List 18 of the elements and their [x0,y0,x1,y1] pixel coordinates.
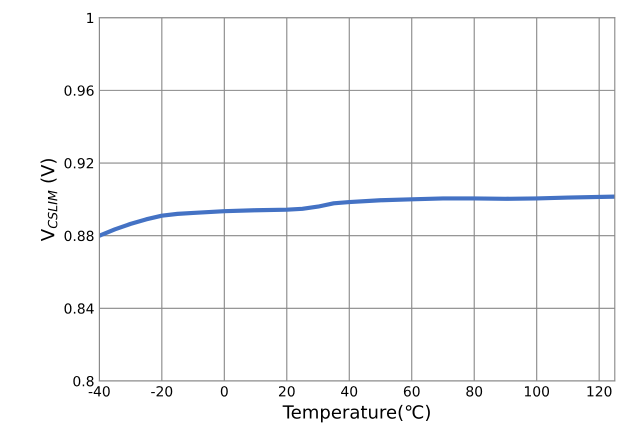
x-tick-label: 100 [524,386,550,397]
x-tick-label: -20 [151,386,172,397]
x-tick-label: 60 [404,386,420,397]
y-tick-label: 0.92 [64,158,94,168]
y-tick-label: 0.84 [64,303,94,314]
y-axis-title: V$_{CSLIM}$ (V) [40,159,58,242]
x-axis-title: Temperature(℃) [282,404,430,422]
y-tick-label: 0.96 [64,85,94,96]
x-tick-label: -40 [88,386,110,397]
line-series [99,194,615,238]
x-tick-label: 0 [220,386,228,397]
x-tick-label: 40 [341,386,358,397]
y-tick-label: 0.8 [73,376,94,386]
y-tick-label: 1 [87,12,94,23]
x-tick-label: 20 [278,386,295,397]
x-tick-label: 80 [466,386,482,397]
x-tick-label: 120 [587,386,612,397]
y-tick-label: 0.88 [64,230,94,242]
